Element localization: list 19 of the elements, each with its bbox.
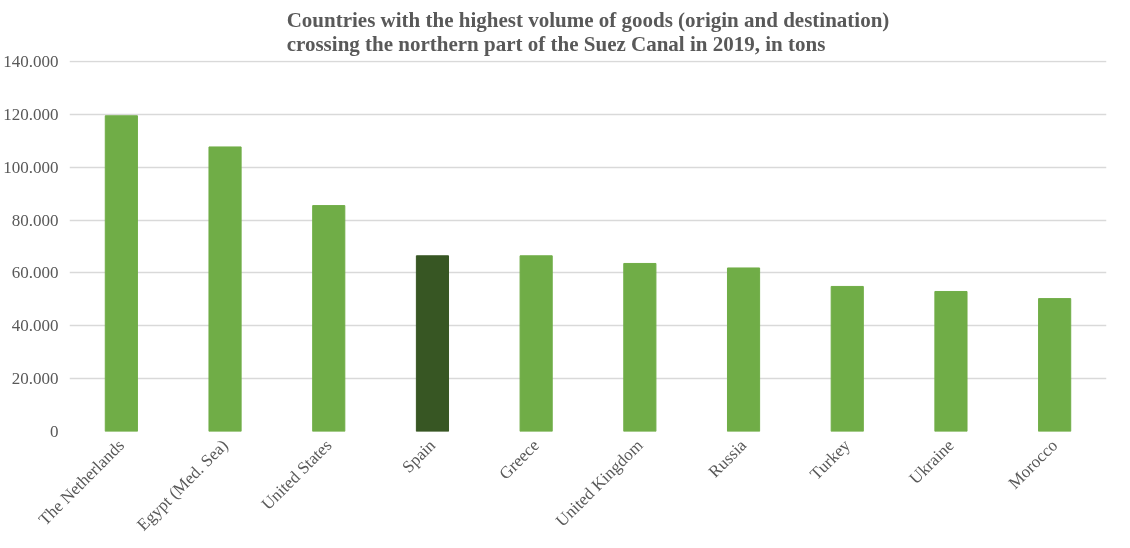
bar: [726, 267, 761, 432]
y-tick-label: 40.000: [11, 316, 59, 336]
y-tick-label: 60.000: [11, 263, 59, 283]
bar: [623, 262, 657, 432]
bar: [519, 255, 553, 432]
bar: [830, 285, 864, 432]
bar: [415, 255, 450, 432]
bar: [312, 205, 346, 432]
y-tick-label: 120.000: [3, 104, 59, 124]
y-tick-label: 20.000: [11, 369, 59, 389]
bar: [208, 146, 242, 432]
y-tick-label: 80.000: [11, 210, 59, 230]
bar: [934, 290, 968, 432]
y-tick-label: 0: [50, 422, 59, 441]
y-tick-label: 140.000: [3, 52, 59, 72]
bar: [1038, 298, 1072, 432]
chart-title: Countries with the highest volume of goods (origin and destination) crossing the northern part of the Suez Canal in 2019, in tons: [286, 7, 890, 56]
bar: [104, 115, 138, 432]
y-tick-label: 100.000: [3, 157, 59, 177]
